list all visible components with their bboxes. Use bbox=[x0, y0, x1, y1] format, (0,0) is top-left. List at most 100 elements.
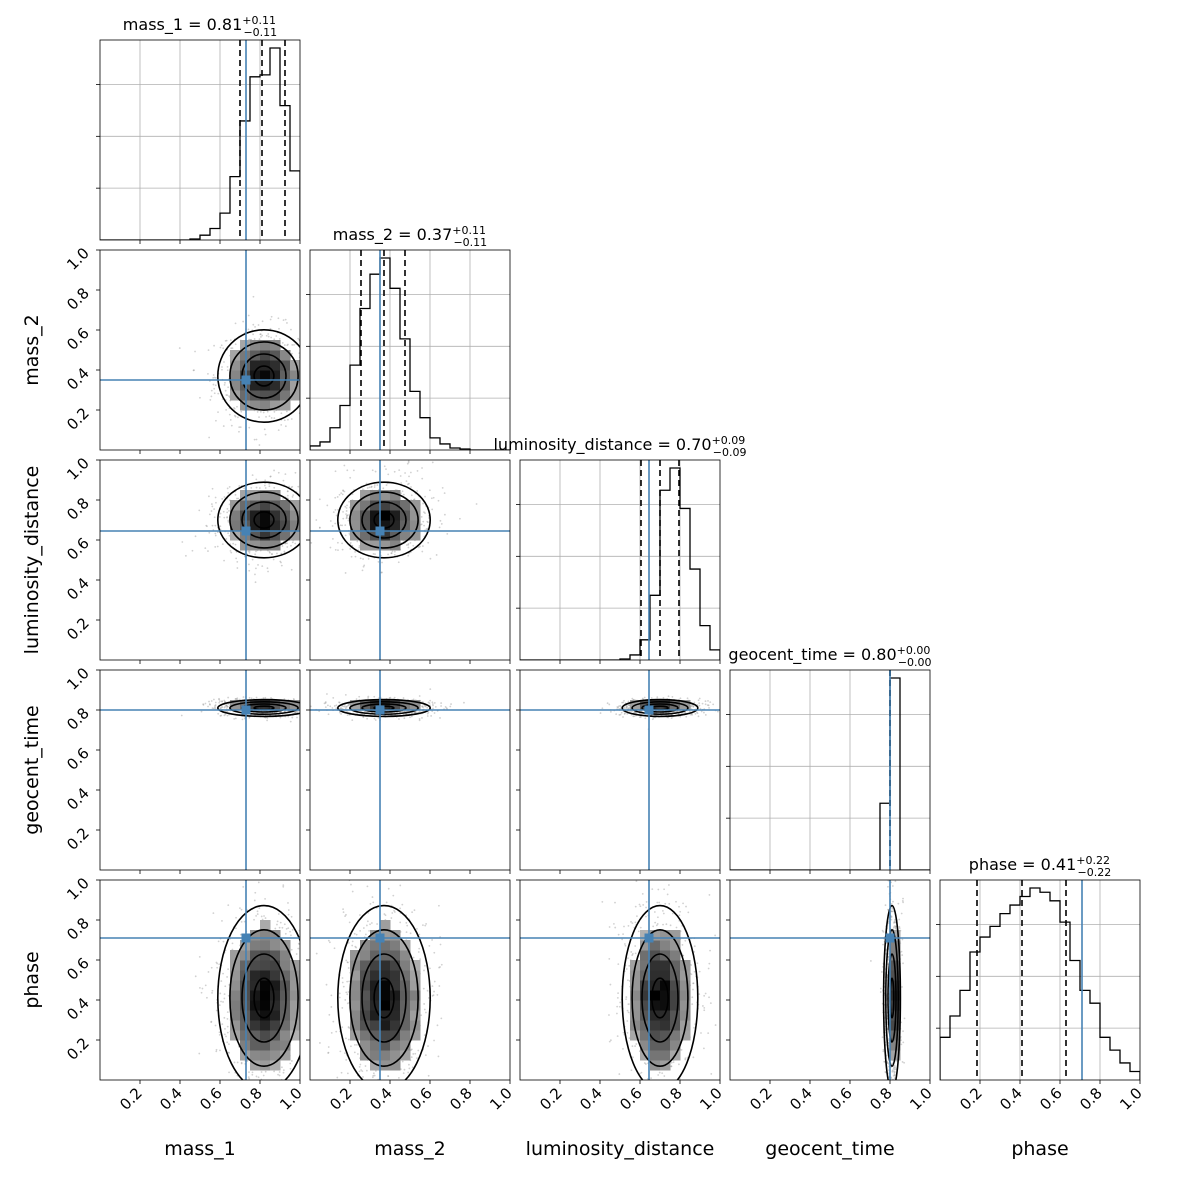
sample-point bbox=[438, 526, 441, 529]
sample-point bbox=[303, 414, 305, 416]
density-bin bbox=[650, 700, 661, 711]
sample-point bbox=[210, 389, 213, 392]
sample-point bbox=[224, 705, 227, 708]
axes-frame bbox=[99, 669, 301, 871]
sample-point bbox=[264, 696, 267, 699]
sample-point bbox=[303, 544, 305, 546]
sample-point bbox=[247, 1076, 250, 1079]
sample-point bbox=[315, 390, 317, 392]
sample-point bbox=[420, 516, 423, 518]
sample-point bbox=[426, 520, 429, 523]
sample-point bbox=[228, 534, 231, 537]
sample-point bbox=[224, 339, 227, 342]
density-bin bbox=[360, 490, 371, 501]
sample-point bbox=[616, 706, 619, 708]
sample-point bbox=[382, 487, 385, 490]
sample-point bbox=[331, 707, 334, 709]
sample-point bbox=[254, 326, 256, 328]
sample-point bbox=[199, 396, 201, 399]
sample-point bbox=[218, 963, 221, 966]
sample-point bbox=[427, 521, 429, 524]
sample-point bbox=[335, 704, 338, 707]
sample-point bbox=[236, 1061, 239, 1064]
sample-point bbox=[347, 704, 350, 707]
sample-point bbox=[305, 522, 307, 524]
density-bin bbox=[400, 700, 411, 711]
sample-point bbox=[337, 549, 339, 552]
sample-point bbox=[219, 992, 222, 995]
sample-point bbox=[345, 516, 348, 519]
sample-point bbox=[250, 697, 253, 700]
sample-point bbox=[418, 695, 421, 697]
sample-point bbox=[311, 713, 313, 715]
sample-point bbox=[300, 394, 302, 396]
sample-point bbox=[201, 987, 204, 990]
sample-point bbox=[223, 496, 226, 498]
sample-point bbox=[257, 564, 259, 566]
sample-point bbox=[439, 519, 442, 522]
sample-point bbox=[285, 542, 287, 545]
sample-point bbox=[287, 715, 290, 718]
axes-frame bbox=[99, 39, 301, 241]
density-bin bbox=[370, 500, 381, 511]
sample-point bbox=[344, 693, 347, 696]
sample-point bbox=[300, 535, 302, 537]
sample-point bbox=[431, 710, 434, 713]
sample-point bbox=[366, 711, 369, 714]
contour-2 bbox=[641, 703, 679, 713]
y-tick-label: 0.6 bbox=[63, 534, 93, 564]
sample-point bbox=[233, 407, 236, 410]
sample-point bbox=[214, 706, 216, 709]
sample-point bbox=[234, 493, 237, 496]
sample-point bbox=[219, 512, 222, 515]
sample-point bbox=[344, 534, 347, 537]
sample-point bbox=[422, 502, 424, 505]
sample-point bbox=[304, 707, 306, 709]
sample-point bbox=[238, 1083, 240, 1085]
sample-point bbox=[339, 356, 341, 358]
sample-point bbox=[228, 509, 230, 512]
sample-point bbox=[320, 364, 322, 366]
sample-point bbox=[362, 558, 364, 560]
sample-point bbox=[208, 703, 211, 705]
sample-point bbox=[303, 955, 305, 957]
sample-point bbox=[236, 560, 239, 563]
density-bin bbox=[260, 340, 271, 351]
sample-point bbox=[371, 469, 374, 472]
sample-point bbox=[303, 350, 305, 352]
sample-point bbox=[306, 703, 308, 705]
sample-point bbox=[287, 343, 289, 346]
sample-point bbox=[624, 712, 626, 714]
sample-point bbox=[253, 1081, 255, 1083]
sample-point bbox=[426, 715, 429, 717]
sample-point bbox=[390, 552, 393, 555]
sample-point bbox=[305, 508, 307, 510]
sample-point bbox=[290, 934, 292, 937]
sample-point bbox=[434, 705, 437, 708]
sample-point bbox=[345, 705, 348, 708]
sample-point bbox=[202, 703, 205, 706]
sample-point bbox=[367, 557, 370, 560]
sample-point bbox=[224, 381, 226, 384]
sample-point bbox=[302, 509, 304, 511]
sample-point bbox=[408, 552, 410, 555]
sample-point bbox=[204, 547, 207, 550]
sample-point bbox=[222, 347, 225, 350]
sample-point bbox=[321, 1061, 323, 1063]
sample-point bbox=[327, 973, 329, 975]
sample-point bbox=[341, 542, 343, 545]
sample-point bbox=[416, 490, 419, 492]
sample-point bbox=[286, 344, 289, 347]
sample-point bbox=[344, 505, 347, 508]
sample-point bbox=[252, 323, 255, 326]
density-bin bbox=[290, 500, 300, 511]
sample-point bbox=[618, 714, 621, 716]
sample-point bbox=[198, 955, 201, 958]
sample-point bbox=[265, 415, 267, 418]
density-bin bbox=[270, 400, 281, 411]
sample-point bbox=[248, 338, 250, 341]
sample-point bbox=[271, 553, 273, 555]
sample-point bbox=[306, 713, 308, 715]
contour-4 bbox=[621, 698, 699, 718]
sample-point bbox=[280, 423, 283, 426]
